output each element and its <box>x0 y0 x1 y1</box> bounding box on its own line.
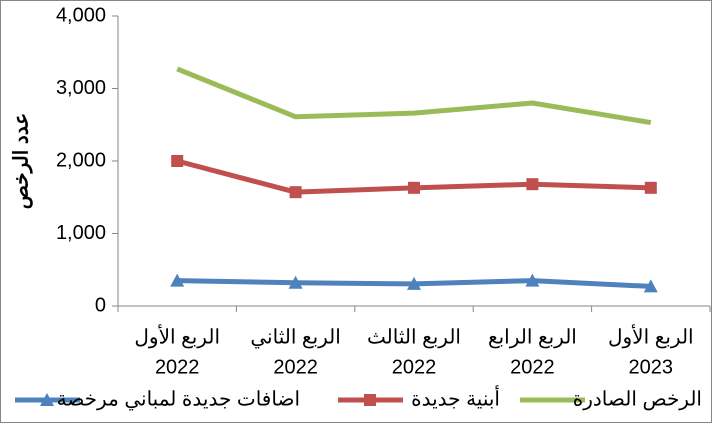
x-tick-label: 2022 <box>510 356 555 378</box>
legend-label: الرخص الصادرة <box>573 388 702 410</box>
data-point <box>526 178 539 191</box>
data-point <box>643 279 658 293</box>
x-tick-label: الربع الثاني <box>250 326 340 348</box>
x-tick-label: 2022 <box>273 356 318 378</box>
data-point <box>289 186 302 199</box>
x-tick-label: الربع الرابع <box>488 326 577 348</box>
y-tick-label: 4,000 <box>56 4 106 26</box>
data-point <box>407 276 421 290</box>
y-tick-label: 3,000 <box>56 77 106 99</box>
legend-marker <box>40 393 54 406</box>
x-tick-label: الربع الأول <box>134 323 220 348</box>
data-point <box>408 181 420 194</box>
data-point <box>170 273 185 287</box>
legend-label: أبنية جديدة <box>411 384 500 410</box>
data-point <box>525 273 540 287</box>
series-line <box>176 66 652 126</box>
data-point <box>644 181 657 194</box>
y-tick-label: 1,000 <box>56 222 106 244</box>
data-point <box>171 155 184 167</box>
legend-marker <box>364 394 376 406</box>
y-axis-label: عدد الرخص <box>10 113 33 209</box>
y-tick-label: 0 <box>95 294 106 316</box>
x-tick-label: 2022 <box>155 356 200 378</box>
x-tick-label: الربع الأول <box>608 323 694 348</box>
x-tick-label: 2022 <box>392 356 437 378</box>
legend-label: اضافات جديدة لمباني مرخصة <box>57 388 300 410</box>
y-tick-label: 2,000 <box>56 149 106 171</box>
x-tick-label: الربع الثالث <box>367 326 461 348</box>
x-tick-label: 2023 <box>629 356 674 378</box>
data-point <box>288 275 303 289</box>
